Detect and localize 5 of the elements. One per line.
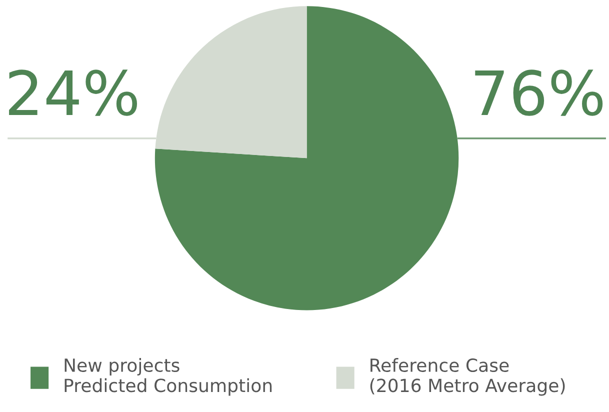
legend-label: Reference Case (2016 Metro Average) <box>370 358 565 396</box>
pie-slice <box>154 6 459 310</box>
legend-label: New projects Predicted Consumption <box>64 358 272 396</box>
data-label: 76% <box>475 70 603 116</box>
data-label: 24% <box>9 70 138 116</box>
